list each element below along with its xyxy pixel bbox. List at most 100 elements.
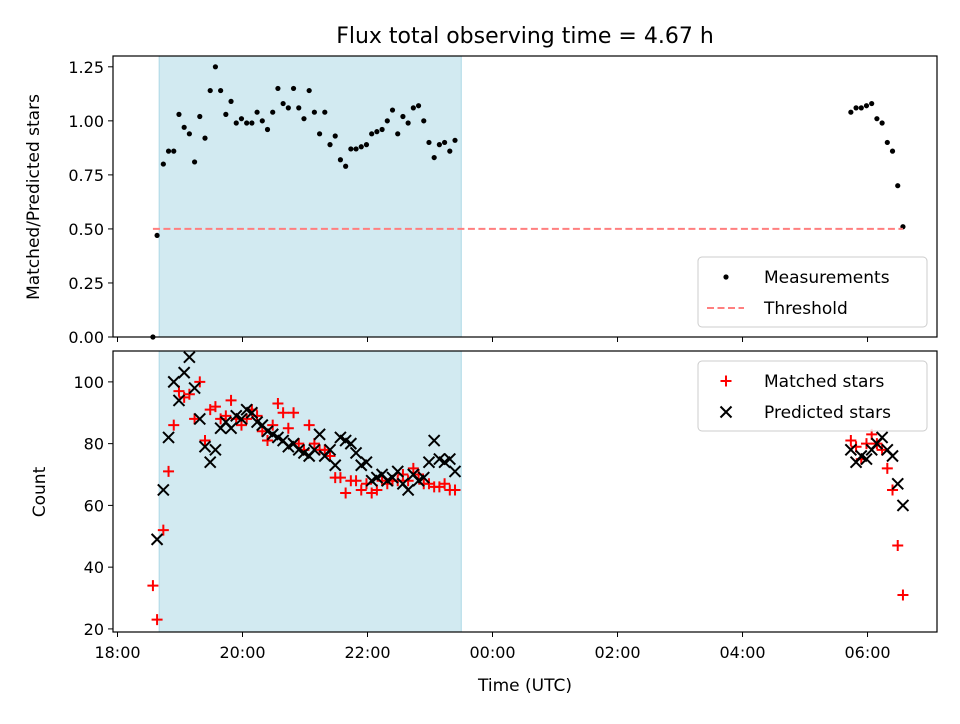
predicted-star-point [188,381,201,395]
predicted-star-point [162,431,175,444]
measurement-point [207,87,213,94]
matched-star-point [157,524,169,536]
predicted-star-point [235,412,248,426]
matched-star-point [350,475,362,487]
predicted-star-point [401,483,415,497]
measurement-point [244,120,250,126]
predicted-star-point [172,394,186,407]
measurement-point [369,131,375,137]
top-y-tick-label: 0.50 [68,220,104,239]
matched-star-point [413,469,425,481]
predicted-star-point [198,440,212,453]
predicted-star-point [224,421,238,435]
predicted-star-point [150,533,164,546]
measurement-point [223,111,229,117]
measurement-point [874,116,880,122]
bottom-series-matched-stars [147,376,909,626]
measurement-point [171,148,177,154]
bottom-y-tick-label: 80 [84,435,104,454]
predicted-star-point [844,443,858,457]
predicted-star-point [422,455,436,469]
measurement-point [405,120,411,126]
predicted-star-point [157,483,170,497]
measurement-point [389,107,396,113]
matched-star-point [892,540,904,552]
bottom-highlight-span [158,350,462,633]
predicted-star-point [417,471,430,484]
matched-star-point [282,422,294,434]
measurement-point [358,144,364,150]
measurement-point [212,64,219,70]
measurement-point [410,105,416,111]
predicted-star-point [427,434,441,447]
bottom-y-tick-label: 60 [84,496,104,515]
matched-star-point [897,589,909,601]
matched-star-point [189,413,201,425]
measurement-point [306,87,312,94]
measurement-point [181,124,187,130]
measurement-point [197,113,203,120]
top-legend: Measurements Threshold [697,256,928,328]
top-y-tick-label: 0.25 [68,274,104,293]
measurement-point [415,103,422,109]
x-axis-label: Time (UTC) [477,676,572,696]
measurement-point [165,148,172,154]
legend-label: Matched stars [764,372,884,392]
measurement-point [238,116,245,122]
measurement-point [431,154,437,161]
measurement-point [176,111,182,117]
measurement-point [233,120,239,126]
measurement-point [863,103,870,109]
matched-star-point [407,462,419,474]
bottom-y-axis-label: Count [30,466,50,517]
predicted-star-point [891,477,904,490]
measurement-point [400,113,406,120]
legend-matched-swatch [720,375,732,387]
measurement-point [426,139,432,146]
measurement-point [853,105,859,111]
matched-star-point [209,401,221,413]
matched-star-point [860,438,872,450]
measurement-point [374,129,380,135]
measurement-point [436,142,442,148]
measurement-point [218,87,224,94]
predicted-star-point [183,350,196,364]
measurement-point [322,109,328,115]
matched-star-point [887,484,899,496]
predicted-star-point [329,459,342,472]
bottom-y-tick-label: 20 [84,620,104,639]
predicted-star-point [177,366,191,379]
measurement-point [316,131,323,137]
measurement-point [858,105,864,111]
predicted-star-point [360,455,373,469]
matched-star-point [168,419,180,431]
legend-label: Predicted stars [764,403,891,423]
matched-star-point [262,435,274,447]
matched-star-point [340,487,352,499]
measurement-point [301,116,307,122]
measurement-point [363,142,370,148]
measurement-point [395,131,401,137]
predicted-star-point [443,452,457,466]
matched-star-point [194,376,206,388]
matched-star-point [225,394,237,406]
matched-star-point [151,614,163,626]
matched-star-point [288,407,300,419]
measurement-point [421,118,427,124]
measurement-point [848,109,854,115]
matched-star-point [876,444,888,456]
bottom-legend: Matched stars Predicted stars [697,360,928,432]
top-y-tick-label: 0.75 [68,166,104,185]
measurement-point [270,109,276,115]
x-tick-label: 02:00 [594,643,640,662]
predicted-star-point [349,446,363,460]
predicted-star-point [896,499,910,512]
matched-star-point [199,435,211,447]
measurement-point [228,98,234,104]
measurement-point [379,126,385,133]
measurement-point [441,139,448,146]
legend-label: Measurements [764,268,890,288]
matched-star-point [277,407,289,419]
